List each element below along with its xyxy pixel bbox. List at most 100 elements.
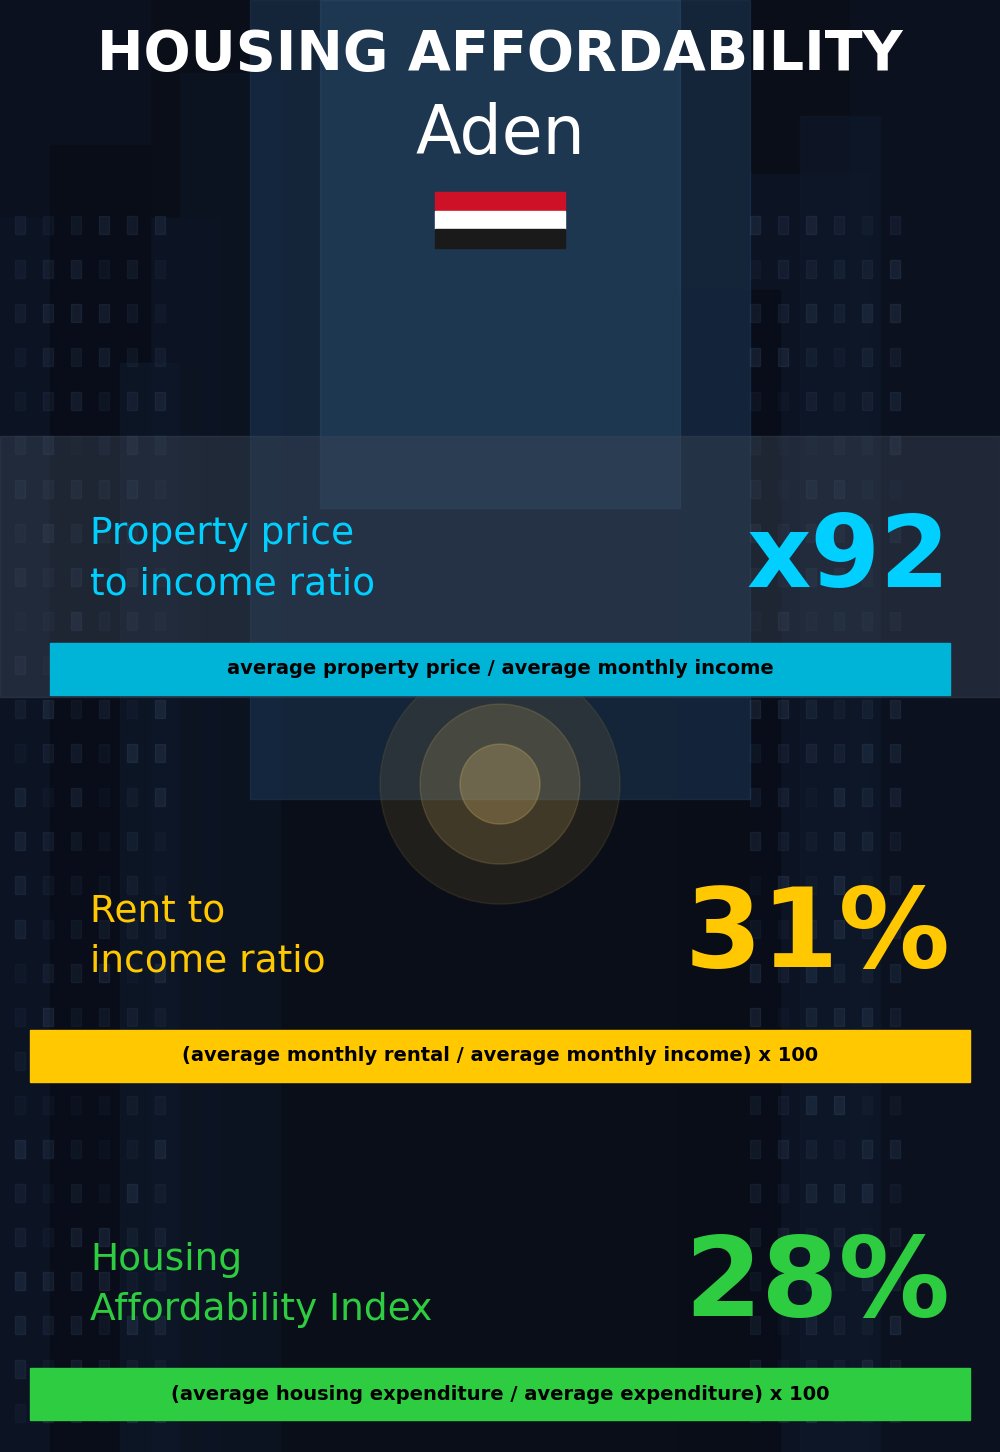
Bar — [71, 964, 81, 982]
Bar — [127, 392, 137, 409]
Bar — [750, 611, 760, 630]
Bar — [71, 700, 81, 717]
Bar — [155, 921, 165, 938]
Bar — [155, 964, 165, 982]
Bar — [750, 1053, 760, 1070]
Bar — [778, 1096, 788, 1114]
Bar — [71, 1316, 81, 1334]
Bar — [99, 1096, 109, 1114]
Circle shape — [420, 704, 580, 864]
Bar — [15, 832, 25, 849]
Bar — [155, 743, 165, 762]
Bar — [862, 260, 872, 277]
Bar — [750, 964, 760, 982]
Text: average property price / average monthly income: average property price / average monthly… — [227, 659, 773, 678]
Bar — [71, 611, 81, 630]
Bar — [862, 348, 872, 366]
Bar — [890, 1272, 900, 1289]
Bar — [15, 216, 25, 234]
Bar — [99, 348, 109, 366]
Bar — [71, 1140, 81, 1159]
Bar — [30, 1368, 970, 1420]
Bar — [750, 1316, 760, 1334]
Bar — [890, 1183, 900, 1202]
Bar — [99, 260, 109, 277]
Bar — [71, 216, 81, 234]
Bar — [71, 788, 81, 806]
Bar — [890, 392, 900, 409]
Bar — [155, 348, 165, 366]
Bar — [862, 1361, 872, 1378]
Bar — [15, 1316, 25, 1334]
Bar — [890, 743, 900, 762]
Bar — [806, 788, 816, 806]
Bar — [750, 303, 760, 322]
Bar — [155, 832, 165, 849]
Bar — [834, 1008, 844, 1027]
Bar — [43, 1272, 53, 1289]
Bar — [71, 1361, 81, 1378]
Bar — [15, 1053, 25, 1070]
Bar — [43, 1053, 53, 1070]
Bar — [43, 1316, 53, 1334]
Bar — [99, 436, 109, 454]
Bar — [71, 1096, 81, 1114]
Bar — [862, 1053, 872, 1070]
Bar — [750, 788, 760, 806]
Bar — [834, 921, 844, 938]
Bar — [99, 832, 109, 849]
Bar — [834, 964, 844, 982]
Circle shape — [380, 664, 620, 905]
Bar — [778, 1404, 788, 1422]
Bar — [43, 303, 53, 322]
Bar — [834, 1053, 844, 1070]
Bar — [862, 921, 872, 938]
Bar — [0, 0, 150, 1452]
Bar — [71, 832, 81, 849]
Bar — [834, 1404, 844, 1422]
Bar — [750, 216, 760, 234]
Bar — [778, 656, 788, 674]
Bar — [99, 1008, 109, 1027]
Bar — [750, 568, 760, 587]
Bar — [127, 568, 137, 587]
Bar — [890, 832, 900, 849]
Bar — [778, 1140, 788, 1159]
Bar — [806, 1361, 816, 1378]
Bar — [890, 216, 900, 234]
Bar — [43, 524, 53, 542]
Bar — [71, 1183, 81, 1202]
Bar — [778, 832, 788, 849]
Bar — [43, 1008, 53, 1027]
Bar — [71, 743, 81, 762]
Bar — [890, 260, 900, 277]
Bar — [778, 260, 788, 277]
Bar — [15, 788, 25, 806]
Bar — [71, 568, 81, 587]
Bar — [806, 216, 816, 234]
Bar — [778, 524, 788, 542]
Bar — [806, 481, 816, 498]
Bar — [71, 348, 81, 366]
Bar — [127, 656, 137, 674]
Bar — [0, 218, 220, 1452]
Bar — [862, 1404, 872, 1422]
Bar — [834, 348, 844, 366]
Bar — [15, 1183, 25, 1202]
Bar — [862, 743, 872, 762]
Bar — [15, 743, 25, 762]
Bar — [15, 611, 25, 630]
Bar — [834, 392, 844, 409]
Bar — [778, 1272, 788, 1289]
Bar — [155, 656, 165, 674]
Text: Housing
Affordability Index: Housing Affordability Index — [90, 1241, 432, 1329]
Bar — [71, 656, 81, 674]
Bar — [15, 1361, 25, 1378]
Bar — [155, 436, 165, 454]
Bar — [750, 392, 760, 409]
Bar — [750, 524, 760, 542]
Bar — [435, 229, 565, 247]
Bar — [71, 303, 81, 322]
Bar — [155, 1361, 165, 1378]
Bar — [806, 436, 816, 454]
